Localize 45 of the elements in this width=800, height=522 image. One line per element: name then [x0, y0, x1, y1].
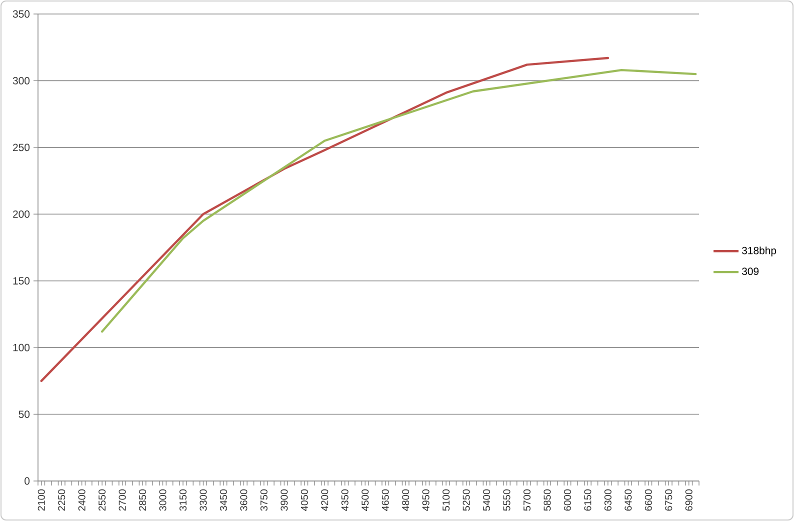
x-tick-label: 2100 — [38, 489, 45, 511]
x-tick-label: 4800 — [402, 489, 410, 511]
x-tick-label: 6450 — [624, 489, 632, 511]
y-tick-label: 350 — [12, 10, 30, 18]
x-tick-label: 3900 — [280, 489, 288, 511]
x-tick-label: 5400 — [483, 489, 490, 511]
line-series — [100, 68, 697, 333]
legend-label: 318bhp — [742, 246, 776, 256]
y-tick-label: 150 — [13, 277, 30, 285]
x-tick-label: 6300 — [604, 489, 612, 511]
x-tick-label: 5850 — [544, 489, 551, 511]
x-tick-label: 2550 — [98, 489, 106, 511]
y-tick-label: 300 — [12, 77, 30, 84]
y-tick-label: 100 — [13, 344, 30, 352]
x-tick-label: 4350 — [341, 489, 348, 511]
x-tick-label: 2700 — [118, 489, 126, 511]
x-tick-label: 6150 — [584, 489, 592, 511]
y-tick-label: 250 — [13, 144, 30, 152]
x-tick-label: 5700 — [523, 489, 531, 511]
x-tick-label: 3300 — [200, 489, 207, 511]
x-tick-label: 2400 — [78, 489, 86, 511]
x-tick-label: 3450 — [220, 489, 228, 511]
legend-label: 309 — [742, 268, 759, 276]
x-tick-label: 2250 — [58, 489, 66, 511]
x-tick-label: 5550 — [503, 489, 510, 511]
x-tick-label: 3000 — [159, 489, 166, 511]
line-series — [40, 56, 610, 382]
y-tick-label: 50 — [18, 410, 30, 418]
x-tick-label: 4200 — [321, 489, 328, 511]
x-tick-label: 4650 — [382, 489, 389, 511]
x-tick-label: 4950 — [422, 489, 430, 511]
x-tick-label: 6900 — [685, 489, 692, 511]
x-tick-label: 5100 — [442, 489, 450, 511]
x-tick-label: 4500 — [362, 489, 369, 511]
x-tick-label: 6750 — [665, 489, 672, 511]
y-tick-label: 0 — [24, 477, 30, 485]
y-tick-label: 200 — [13, 210, 30, 218]
x-tick-label: 6000 — [564, 489, 572, 511]
x-tick-label: 3600 — [240, 489, 248, 511]
x-tick-label: 6600 — [644, 489, 652, 511]
x-tick-label: 5250 — [462, 489, 470, 511]
x-tick-label: 2850 — [139, 489, 146, 511]
x-tick-label: 3750 — [260, 489, 268, 511]
x-tick-label: 4050 — [300, 489, 308, 511]
x-tick-label: 3150 — [179, 489, 187, 511]
